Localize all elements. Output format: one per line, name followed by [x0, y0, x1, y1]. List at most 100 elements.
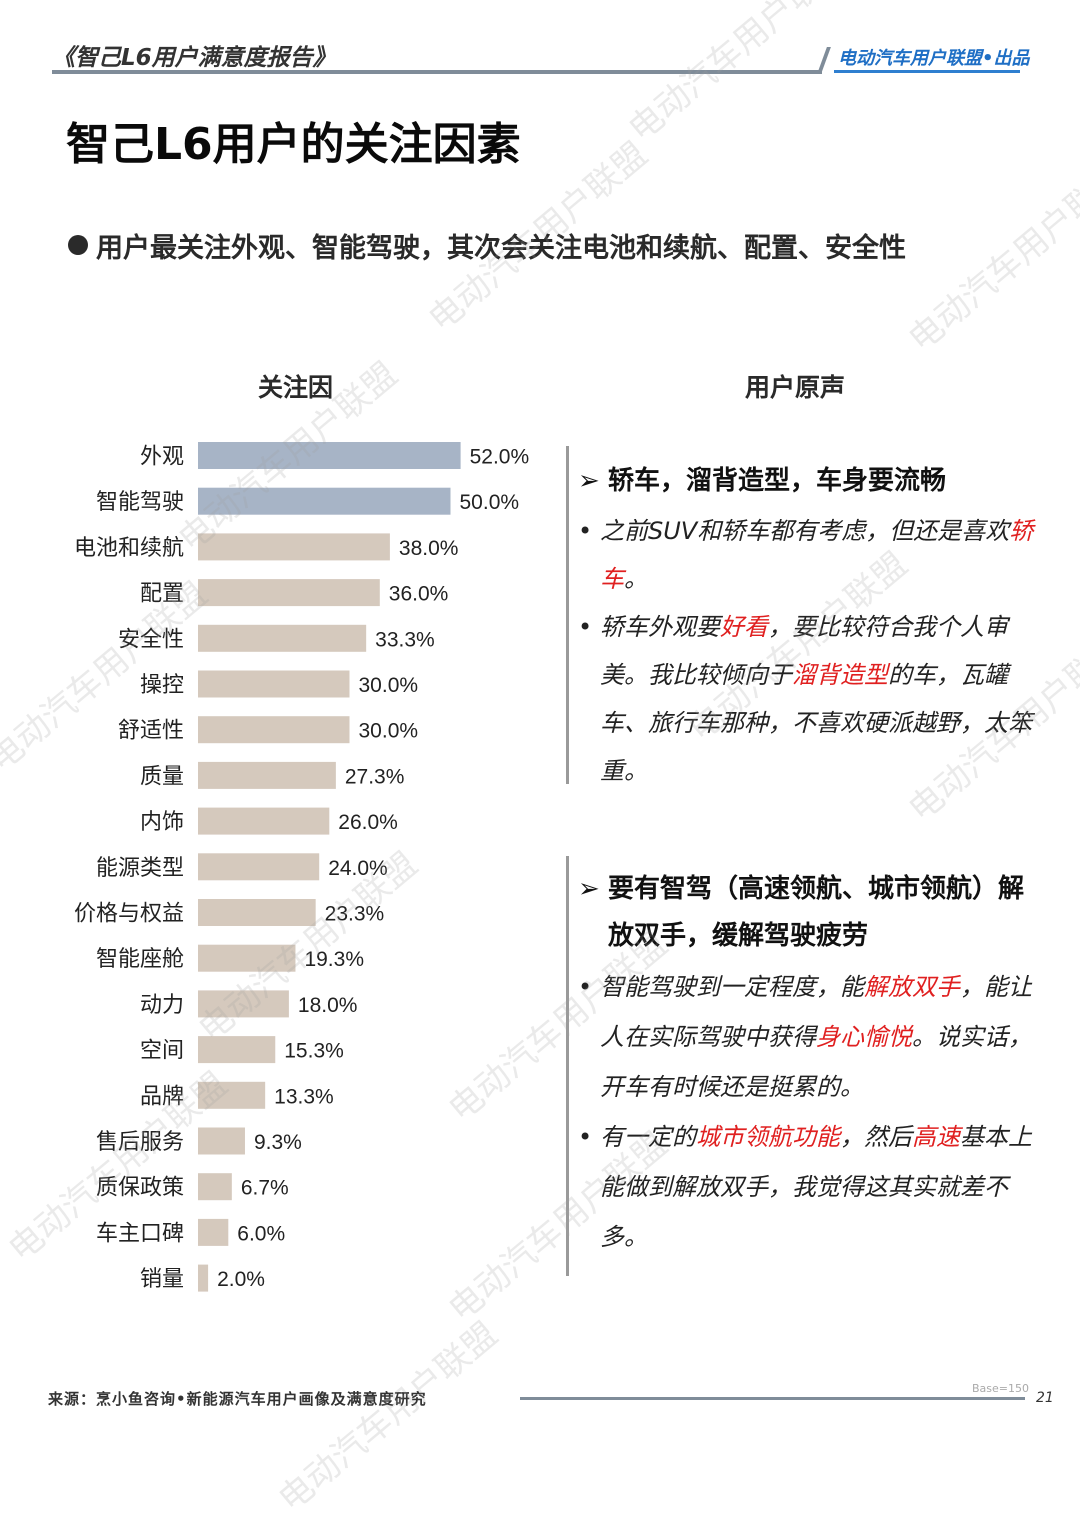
- value-label: 33.3%: [375, 628, 435, 651]
- quotes-heading: 用户原声: [745, 373, 846, 402]
- bar: [198, 853, 320, 881]
- quote-title: ➢ 轿车，溜背造型，车身要流畅: [578, 458, 1048, 505]
- bullet-icon: •: [578, 517, 593, 545]
- category-label: 动力: [140, 993, 184, 1018]
- value-label: 30.0%: [359, 674, 419, 697]
- bar: [198, 990, 289, 1018]
- bar: [198, 807, 330, 835]
- bar: [198, 533, 390, 561]
- highlight-text: 溜背造型: [792, 661, 888, 689]
- value-label: 6.0%: [237, 1222, 285, 1245]
- highlight-text: 好看: [720, 613, 768, 641]
- header-slash: [817, 47, 831, 74]
- value-label: 18.0%: [298, 994, 358, 1017]
- publisher-underline: [834, 70, 1020, 73]
- quote-title-text: 轿车，溜背造型，车身要流畅: [608, 466, 947, 496]
- bar: [198, 899, 316, 926]
- value-label: 19.3%: [304, 948, 364, 971]
- category-label: 配置: [140, 582, 184, 607]
- arrow-icon: ➢: [578, 466, 600, 496]
- category-label: 销量: [140, 1267, 184, 1292]
- bar: [198, 1173, 232, 1201]
- category-label: 电池和续航: [74, 536, 184, 561]
- category-label: 能源类型: [96, 856, 184, 881]
- bullet-icon: •: [578, 1123, 593, 1151]
- arrow-icon: ➢: [578, 874, 600, 904]
- highlight-text: 城市领航功能: [696, 1123, 840, 1151]
- quote-title-text: 要有智驾（高速领航、城市领航）解放双手，缓解驾驶疲劳: [608, 874, 1025, 951]
- highlight-text: 身心愉悦: [816, 1023, 912, 1051]
- page-number: 21: [1036, 1390, 1054, 1406]
- category-label: 智能座舱: [96, 947, 184, 972]
- subtitle: 用户最关注外观、智能驾驶，其次会关注电池和续航、配置、安全性: [68, 226, 906, 265]
- source-note: 来源：烹小鱼咨询•新能源汽车用户画像及满意度研究: [48, 1390, 427, 1408]
- value-label: 2.0%: [217, 1268, 265, 1291]
- bar: [198, 624, 367, 652]
- bar: [198, 1081, 266, 1109]
- category-label: 空间: [140, 1039, 184, 1064]
- category-label: 操控: [140, 673, 184, 698]
- quote-text: 轿车外观要: [600, 613, 720, 641]
- highlight-text: 解放双手: [864, 973, 960, 1001]
- quote-text: 基本上能做到解放双手，我觉得这其实就差不多。: [600, 1123, 1032, 1251]
- category-label: 外观: [140, 445, 184, 470]
- bar: [198, 579, 380, 607]
- page-title: 智己L6用户的关注因素: [66, 119, 521, 170]
- value-label: 30.0%: [359, 720, 419, 743]
- quote-block-1: ➢ 轿车，溜背造型，车身要流畅 • 之前SUV和轿车都有考虑，但还是喜欢轿车。 • 轿车外…: [578, 458, 1048, 795]
- quote-text: 。说实话，开车有时候还是挺累的。: [600, 1023, 1032, 1101]
- bar: [198, 1218, 229, 1246]
- quote-title: ➢ 要有智驾（高速领航、城市领航）解放双手，缓解驾驶疲劳: [578, 866, 1048, 960]
- bullet-icon: •: [578, 973, 593, 1001]
- highlight-text: 高速: [912, 1123, 960, 1151]
- bar: [198, 1036, 276, 1064]
- footer-divider: [520, 1397, 1025, 1400]
- quote-item: • 之前SUV和轿车都有考虑，但还是喜欢轿车。: [578, 507, 1048, 603]
- quote-text: 的车，瓦罐车、旅行车那种，不喜欢硬派越野，太笨重。: [600, 661, 1032, 785]
- base-note: Base=150: [972, 1382, 1029, 1395]
- value-label: 6.7%: [241, 1177, 289, 1200]
- value-label: 36.0%: [389, 583, 449, 606]
- bar: [198, 716, 350, 744]
- quote-text: ，能让人在实际驾驶中获得: [600, 973, 1032, 1051]
- bar: [198, 1127, 245, 1155]
- category-label: 质保政策: [96, 1176, 184, 1201]
- highlight-text: 轿车: [600, 517, 1034, 593]
- value-label: 24.0%: [328, 857, 388, 880]
- chart-heading: 关注因: [258, 373, 334, 402]
- quote-text: ，要比较符合我个人审美。我比较倾向于: [600, 613, 1008, 689]
- quote-divider-1: [566, 446, 569, 784]
- category-label: 品牌: [140, 1084, 184, 1109]
- value-label: 27.3%: [345, 765, 405, 788]
- bar: [198, 487, 451, 515]
- report-title: 《智己L6用户满意度报告》: [52, 45, 336, 71]
- value-label: 13.3%: [274, 1085, 334, 1108]
- subtitle-text: 用户最关注外观、智能驾驶，其次会关注电池和续航、配置、安全性: [96, 233, 906, 264]
- bullet-dot: [68, 235, 88, 255]
- publisher-label: 电动汽车用户联盟•出品: [838, 48, 1030, 69]
- quote-block-2: ➢ 要有智驾（高速领航、城市领航）解放双手，缓解驾驶疲劳 • 智能驾驶到一定程度，能解…: [578, 866, 1048, 1262]
- category-label: 价格与权益: [74, 902, 184, 927]
- category-label: 舒适性: [118, 719, 184, 744]
- category-label: 内饰: [140, 810, 184, 835]
- value-label: 15.3%: [284, 1040, 344, 1063]
- bar: [198, 442, 461, 469]
- bar: [198, 944, 296, 972]
- value-label: 38.0%: [399, 537, 459, 560]
- quote-text: 智能驾驶到一定程度，能: [600, 973, 864, 1001]
- quote-text: 有一定的: [600, 1123, 696, 1151]
- value-label: 50.0%: [460, 491, 520, 514]
- value-label: 9.3%: [254, 1131, 302, 1154]
- watermark-text: 电动汽车用户联盟: [271, 1314, 506, 1520]
- quote-text: 之前SUV和轿车都有考虑，但还是喜欢: [600, 517, 1010, 545]
- quote-item: • 智能驾驶到一定程度，能解放双手，能让人在实际驾驶中获得身心愉悦。说实话，开车有…: [578, 962, 1048, 1112]
- bar: [198, 670, 350, 698]
- category-label: 售后服务: [96, 1130, 184, 1155]
- category-label: 安全性: [118, 627, 184, 652]
- bullet-icon: •: [578, 613, 593, 641]
- value-label: 52.0%: [470, 446, 530, 469]
- quote-text: ，然后: [840, 1123, 912, 1151]
- category-label: 车主口碑: [96, 1221, 184, 1246]
- bar: [198, 761, 336, 789]
- quote-item: • 轿车外观要好看，要比较符合我个人审美。我比较倾向于溜背造型的车，瓦罐车、旅行车…: [578, 603, 1048, 795]
